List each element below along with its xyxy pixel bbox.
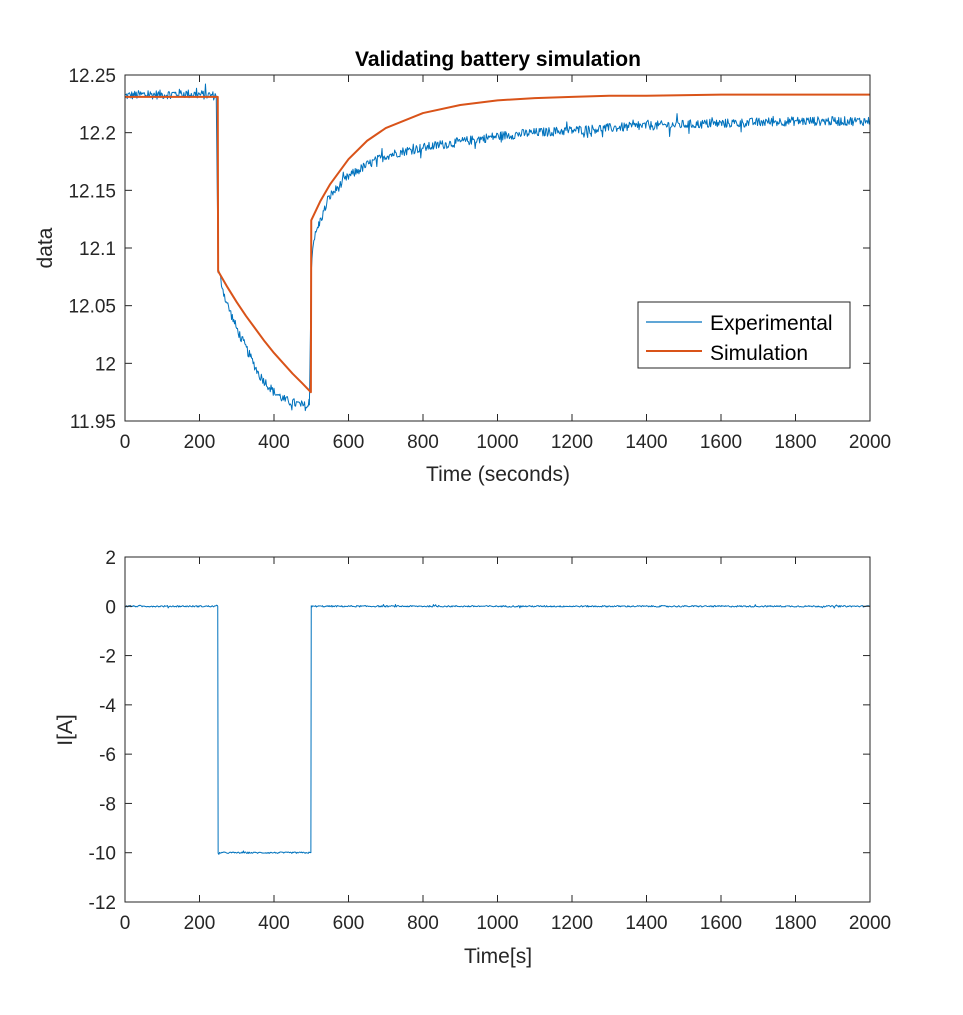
top-y-tick-label: 12.15 [68, 181, 116, 202]
top-series-simulation [125, 93, 870, 394]
bottom-x-tick-label: 200 [184, 913, 216, 934]
bottom-y-tick-label: -2 [99, 647, 116, 668]
legend-box [637, 301, 851, 369]
top-series-experimental [124, 83, 871, 412]
legend-label-experimental: Experimental [710, 312, 833, 335]
bottom-y-axis-label: I[A] [54, 714, 77, 746]
bottom-x-tick-label: 1400 [625, 913, 667, 934]
top-y-tick-label: 12.25 [68, 66, 116, 87]
top-y-tick-label: 12.05 [68, 297, 116, 318]
top-y-tick-label: 12.2 [79, 124, 116, 145]
top-series-layer [124, 83, 871, 412]
top-y-ticks: 11.95 12 12.05 12.1 12.15 12.2 12.25 [68, 66, 870, 433]
top-y-axis-label: data [34, 227, 57, 268]
top-y-tick-label: 12 [95, 354, 116, 375]
bottom-x-tick-label: 1200 [551, 913, 593, 934]
top-x-tick-label: 1000 [476, 432, 518, 453]
bottom-y-tick-label: -8 [99, 794, 116, 815]
top-x-tick-label: 1800 [774, 432, 816, 453]
bottom-x-tick-label: 0 [120, 913, 131, 934]
bottom-y-tick-label: 0 [105, 597, 116, 618]
bottom-y-tick-label: -4 [99, 696, 116, 717]
top-x-tick-label: 0 [120, 432, 131, 453]
legend-label-simulation: Simulation [710, 342, 808, 365]
top-x-tick-label: 1200 [551, 432, 593, 453]
top-x-tick-label: 1400 [625, 432, 667, 453]
bottom-y-tick-label: 2 [105, 548, 116, 569]
bottom-x-tick-label: 400 [258, 913, 290, 934]
top-x-axis-label: Time (seconds) [426, 463, 570, 486]
bottom-series-current [124, 604, 871, 855]
top-x-ticks: 0 200 400 600 800 1000 1200 1400 1600 1800 2000 [120, 75, 891, 453]
bottom-x-ticks: 0 200 400 600 800 1000 1200 1400 1600 1800 2000 [120, 557, 891, 934]
bottom-y-ticks: -12 -10 -8 -6 -4 -2 0 2 [89, 548, 870, 914]
top-y-tick-label: 12.1 [79, 239, 116, 260]
bottom-series-layer [124, 604, 871, 855]
top-y-tick-label: 11.95 [70, 412, 116, 433]
top-plot-title: Validating battery simulation [355, 48, 641, 71]
bottom-x-tick-label: 1800 [774, 913, 816, 934]
bottom-x-axis-label: Time[s] [464, 945, 532, 968]
top-plot: Validating battery simulation 0 200 400 600… [34, 48, 891, 486]
bottom-x-tick-label: 600 [333, 913, 365, 934]
top-plot-area [125, 75, 870, 421]
top-x-tick-label: 1600 [700, 432, 742, 453]
bottom-x-tick-label: 1000 [476, 913, 518, 934]
top-x-tick-label: 400 [258, 432, 290, 453]
top-x-tick-label: 200 [184, 432, 216, 453]
bottom-y-tick-label: -12 [89, 893, 116, 914]
bottom-plot-area [125, 557, 870, 902]
top-x-tick-label: 800 [407, 432, 439, 453]
top-x-tick-label: 600 [333, 432, 365, 453]
bottom-plot: 0 200 400 600 800 1000 1200 1400 1600 1800 2000 -1… [54, 548, 891, 968]
bottom-x-tick-label: 800 [407, 913, 439, 934]
bottom-y-tick-label: -10 [89, 844, 116, 865]
bottom-x-tick-label: 2000 [849, 913, 891, 934]
bottom-y-tick-label: -6 [99, 745, 116, 766]
bottom-x-tick-label: 1600 [700, 913, 742, 934]
legend: Experimental Simulation [637, 301, 851, 369]
top-x-tick-label: 2000 [849, 432, 891, 453]
